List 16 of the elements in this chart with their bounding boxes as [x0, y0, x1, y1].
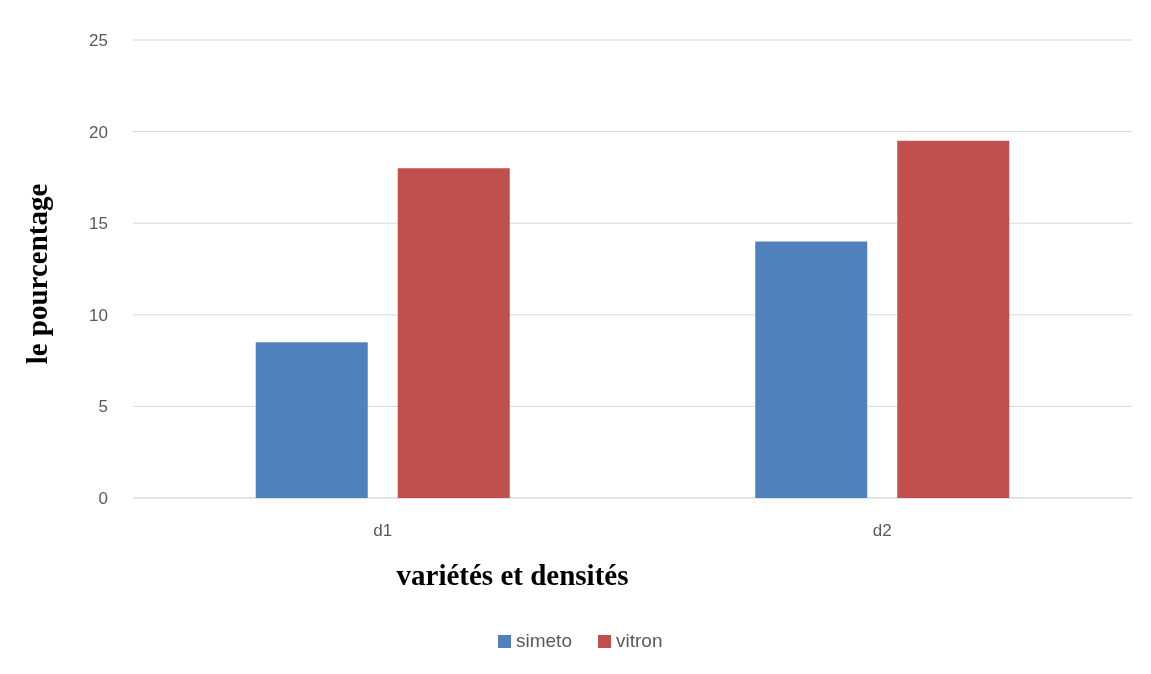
bar	[397, 168, 510, 498]
y-tick-label: 25	[89, 31, 108, 50]
legend-label: vitron	[616, 630, 663, 651]
y-tick-label: 20	[89, 122, 108, 142]
y-tick-label: 0	[98, 489, 108, 508]
x-tick-label: d2	[872, 521, 892, 540]
y-tick-label: 15	[89, 214, 108, 234]
bar	[255, 342, 368, 498]
y-tick-label: 10	[89, 305, 108, 325]
x-tick-label: d1	[373, 521, 393, 540]
bar	[897, 140, 1010, 498]
x-axis-title: variétés et densités	[396, 559, 629, 591]
y-axis-title: le pourcentage	[21, 183, 53, 365]
bar	[755, 241, 868, 498]
y-tick-label: 5	[98, 397, 108, 417]
legend-label: simeto	[516, 630, 572, 651]
